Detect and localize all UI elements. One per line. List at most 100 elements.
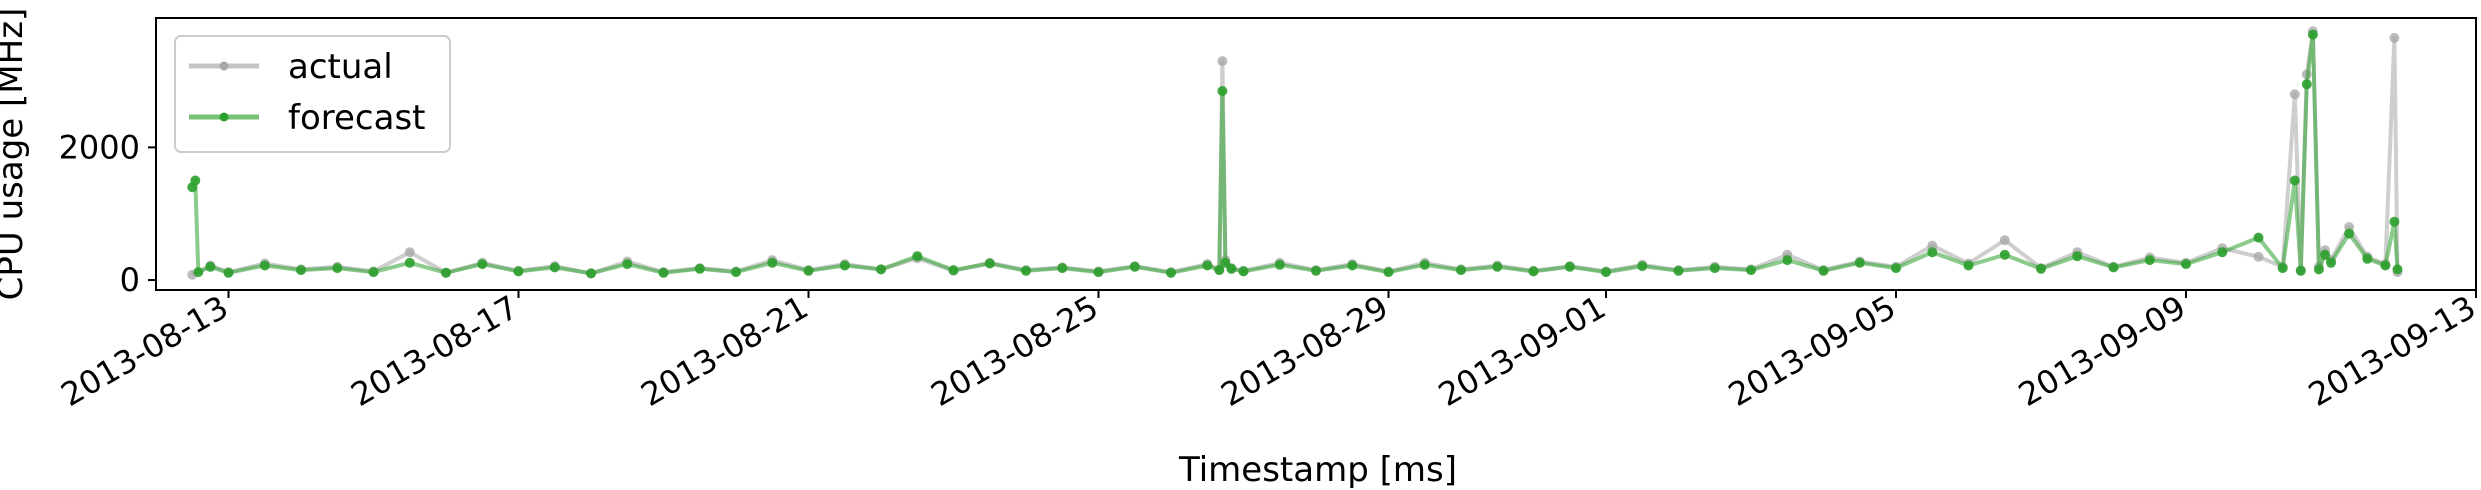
data-point-actual <box>2389 32 2400 43</box>
data-point-forecast <box>984 258 995 269</box>
y-axis-label: CPU usage [MHz] <box>0 8 31 301</box>
data-point-forecast <box>441 267 451 278</box>
data-point-forecast <box>2326 257 2336 268</box>
data-point-forecast <box>1818 265 1829 276</box>
data-point-forecast <box>1347 260 1358 271</box>
data-point-forecast <box>876 264 886 275</box>
data-point-forecast <box>223 267 234 278</box>
data-point-forecast <box>1999 249 2010 260</box>
y-tick-label: 2000 <box>59 128 140 166</box>
y-tick-label: 0 <box>120 261 140 299</box>
data-point-actual <box>1999 235 2010 246</box>
data-point-forecast <box>1492 261 1503 272</box>
legend: actual forecast <box>174 35 451 153</box>
data-point-forecast <box>2295 265 2306 276</box>
legend-actual-label: actual <box>288 47 393 87</box>
data-point-forecast <box>1528 266 1539 277</box>
data-point-forecast <box>1746 265 1756 276</box>
data-point-forecast <box>912 251 923 262</box>
data-point-forecast <box>1927 247 1938 258</box>
data-point-forecast <box>1093 267 1104 278</box>
x-tick-label: 2013-08-17 <box>344 288 524 414</box>
data-point-actual <box>404 247 415 258</box>
data-point-actual <box>2253 251 2264 262</box>
data-point-forecast <box>1709 263 1720 274</box>
data-point-forecast <box>1021 265 1031 276</box>
legend-actual-marker <box>219 61 229 71</box>
data-point-forecast <box>1238 266 1249 277</box>
data-point-forecast <box>2392 264 2403 275</box>
data-point-forecast <box>513 266 524 277</box>
data-point-forecast <box>2344 228 2355 239</box>
data-point-forecast <box>1637 261 1648 272</box>
data-point-forecast <box>404 257 415 268</box>
data-point-forecast <box>477 259 488 270</box>
data-point-forecast <box>1673 265 1684 276</box>
data-point-forecast <box>2362 253 2373 264</box>
series-forecast <box>187 29 2403 279</box>
data-point-forecast <box>2380 260 2391 271</box>
data-point-forecast <box>1782 255 1793 266</box>
data-point-forecast <box>803 265 814 276</box>
data-point-forecast <box>1202 260 1213 271</box>
data-point-forecast <box>1274 259 1285 270</box>
data-point-forecast <box>767 257 778 268</box>
data-point-forecast <box>549 262 560 273</box>
legend-forecast-marker <box>219 112 229 122</box>
data-point-forecast <box>259 260 270 271</box>
x-tick-label: 2013-08-13 <box>54 288 234 414</box>
data-point-forecast <box>2217 247 2228 258</box>
data-point-forecast <box>2320 249 2330 260</box>
legend-forecast-label: forecast <box>288 98 426 138</box>
data-point-forecast <box>2289 175 2300 186</box>
data-point-forecast <box>1456 265 1466 276</box>
data-point-forecast <box>368 267 379 278</box>
series-line-forecast <box>190 32 2400 276</box>
data-point-forecast <box>1891 263 1901 274</box>
data-point-forecast <box>2144 255 2155 266</box>
data-point-forecast <box>2072 251 2083 262</box>
data-point-forecast <box>948 265 959 276</box>
series-layer <box>187 26 2403 280</box>
data-point-forecast <box>205 261 216 272</box>
data-point-forecast <box>839 260 850 271</box>
x-tick-label: 2013-09-13 <box>2302 288 2481 414</box>
data-point-forecast <box>2253 232 2264 243</box>
data-point-forecast <box>1854 257 1865 268</box>
data-point-actual <box>2289 89 2300 100</box>
data-point-forecast <box>586 268 596 279</box>
data-point-forecast <box>2108 262 2119 273</box>
data-point-forecast <box>658 267 669 278</box>
data-point-actual <box>1217 56 1228 67</box>
data-point-forecast <box>2307 29 2318 40</box>
x-tick-label: 2013-08-29 <box>1214 288 1394 414</box>
data-point-forecast <box>1564 261 1575 272</box>
data-point-forecast <box>1419 259 1430 270</box>
data-point-forecast <box>1226 263 1237 274</box>
plot-frame <box>155 17 2477 291</box>
data-point-forecast <box>1601 267 1611 278</box>
x-tick-label: 2013-09-09 <box>2012 288 2192 414</box>
data-point-forecast <box>332 263 343 274</box>
data-point-forecast <box>622 259 633 270</box>
data-point-forecast <box>2181 259 2191 270</box>
data-point-forecast <box>694 263 705 274</box>
data-point-forecast <box>2036 263 2046 274</box>
data-point-forecast <box>2301 79 2312 90</box>
x-tick-label: 2013-08-25 <box>924 288 1104 414</box>
data-point-forecast <box>2313 264 2324 275</box>
data-point-forecast <box>1963 260 1974 271</box>
x-tick-label: 2013-09-01 <box>1432 288 1612 414</box>
data-point-forecast <box>1383 267 1394 278</box>
data-point-forecast <box>1214 265 1225 276</box>
x-tick-label: 2013-08-21 <box>634 288 814 414</box>
data-point-forecast <box>2277 263 2288 274</box>
data-point-forecast <box>2389 216 2400 227</box>
x-tick-label: 2013-09-05 <box>1722 288 1902 414</box>
data-point-forecast <box>1311 265 1321 276</box>
data-point-forecast <box>190 175 201 186</box>
x-axis-label: Timestamp [ms] <box>1178 450 1457 490</box>
data-point-forecast <box>731 267 741 278</box>
